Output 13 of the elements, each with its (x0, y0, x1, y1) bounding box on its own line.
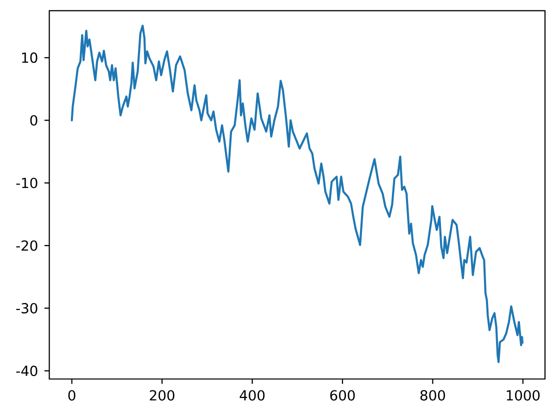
y-tick-label: 10 (22, 52, 38, 63)
x-tick-label: 0 (68, 390, 76, 401)
y-tick-label: 0 (30, 115, 38, 126)
y-tick-label: -20 (16, 240, 38, 251)
y-tick-label: -30 (16, 302, 38, 314)
y-tick-label: -10 (16, 178, 38, 188)
x-tick-label: 600 (330, 390, 355, 401)
x-tick-label: 400 (240, 390, 265, 401)
x-tick-label: 1000 (506, 390, 540, 401)
x-tick-label: 200 (150, 390, 174, 401)
y-tick-label: -40 (16, 366, 38, 376)
x-tick-label: 800 (420, 390, 445, 401)
line-series (70, 24, 524, 364)
